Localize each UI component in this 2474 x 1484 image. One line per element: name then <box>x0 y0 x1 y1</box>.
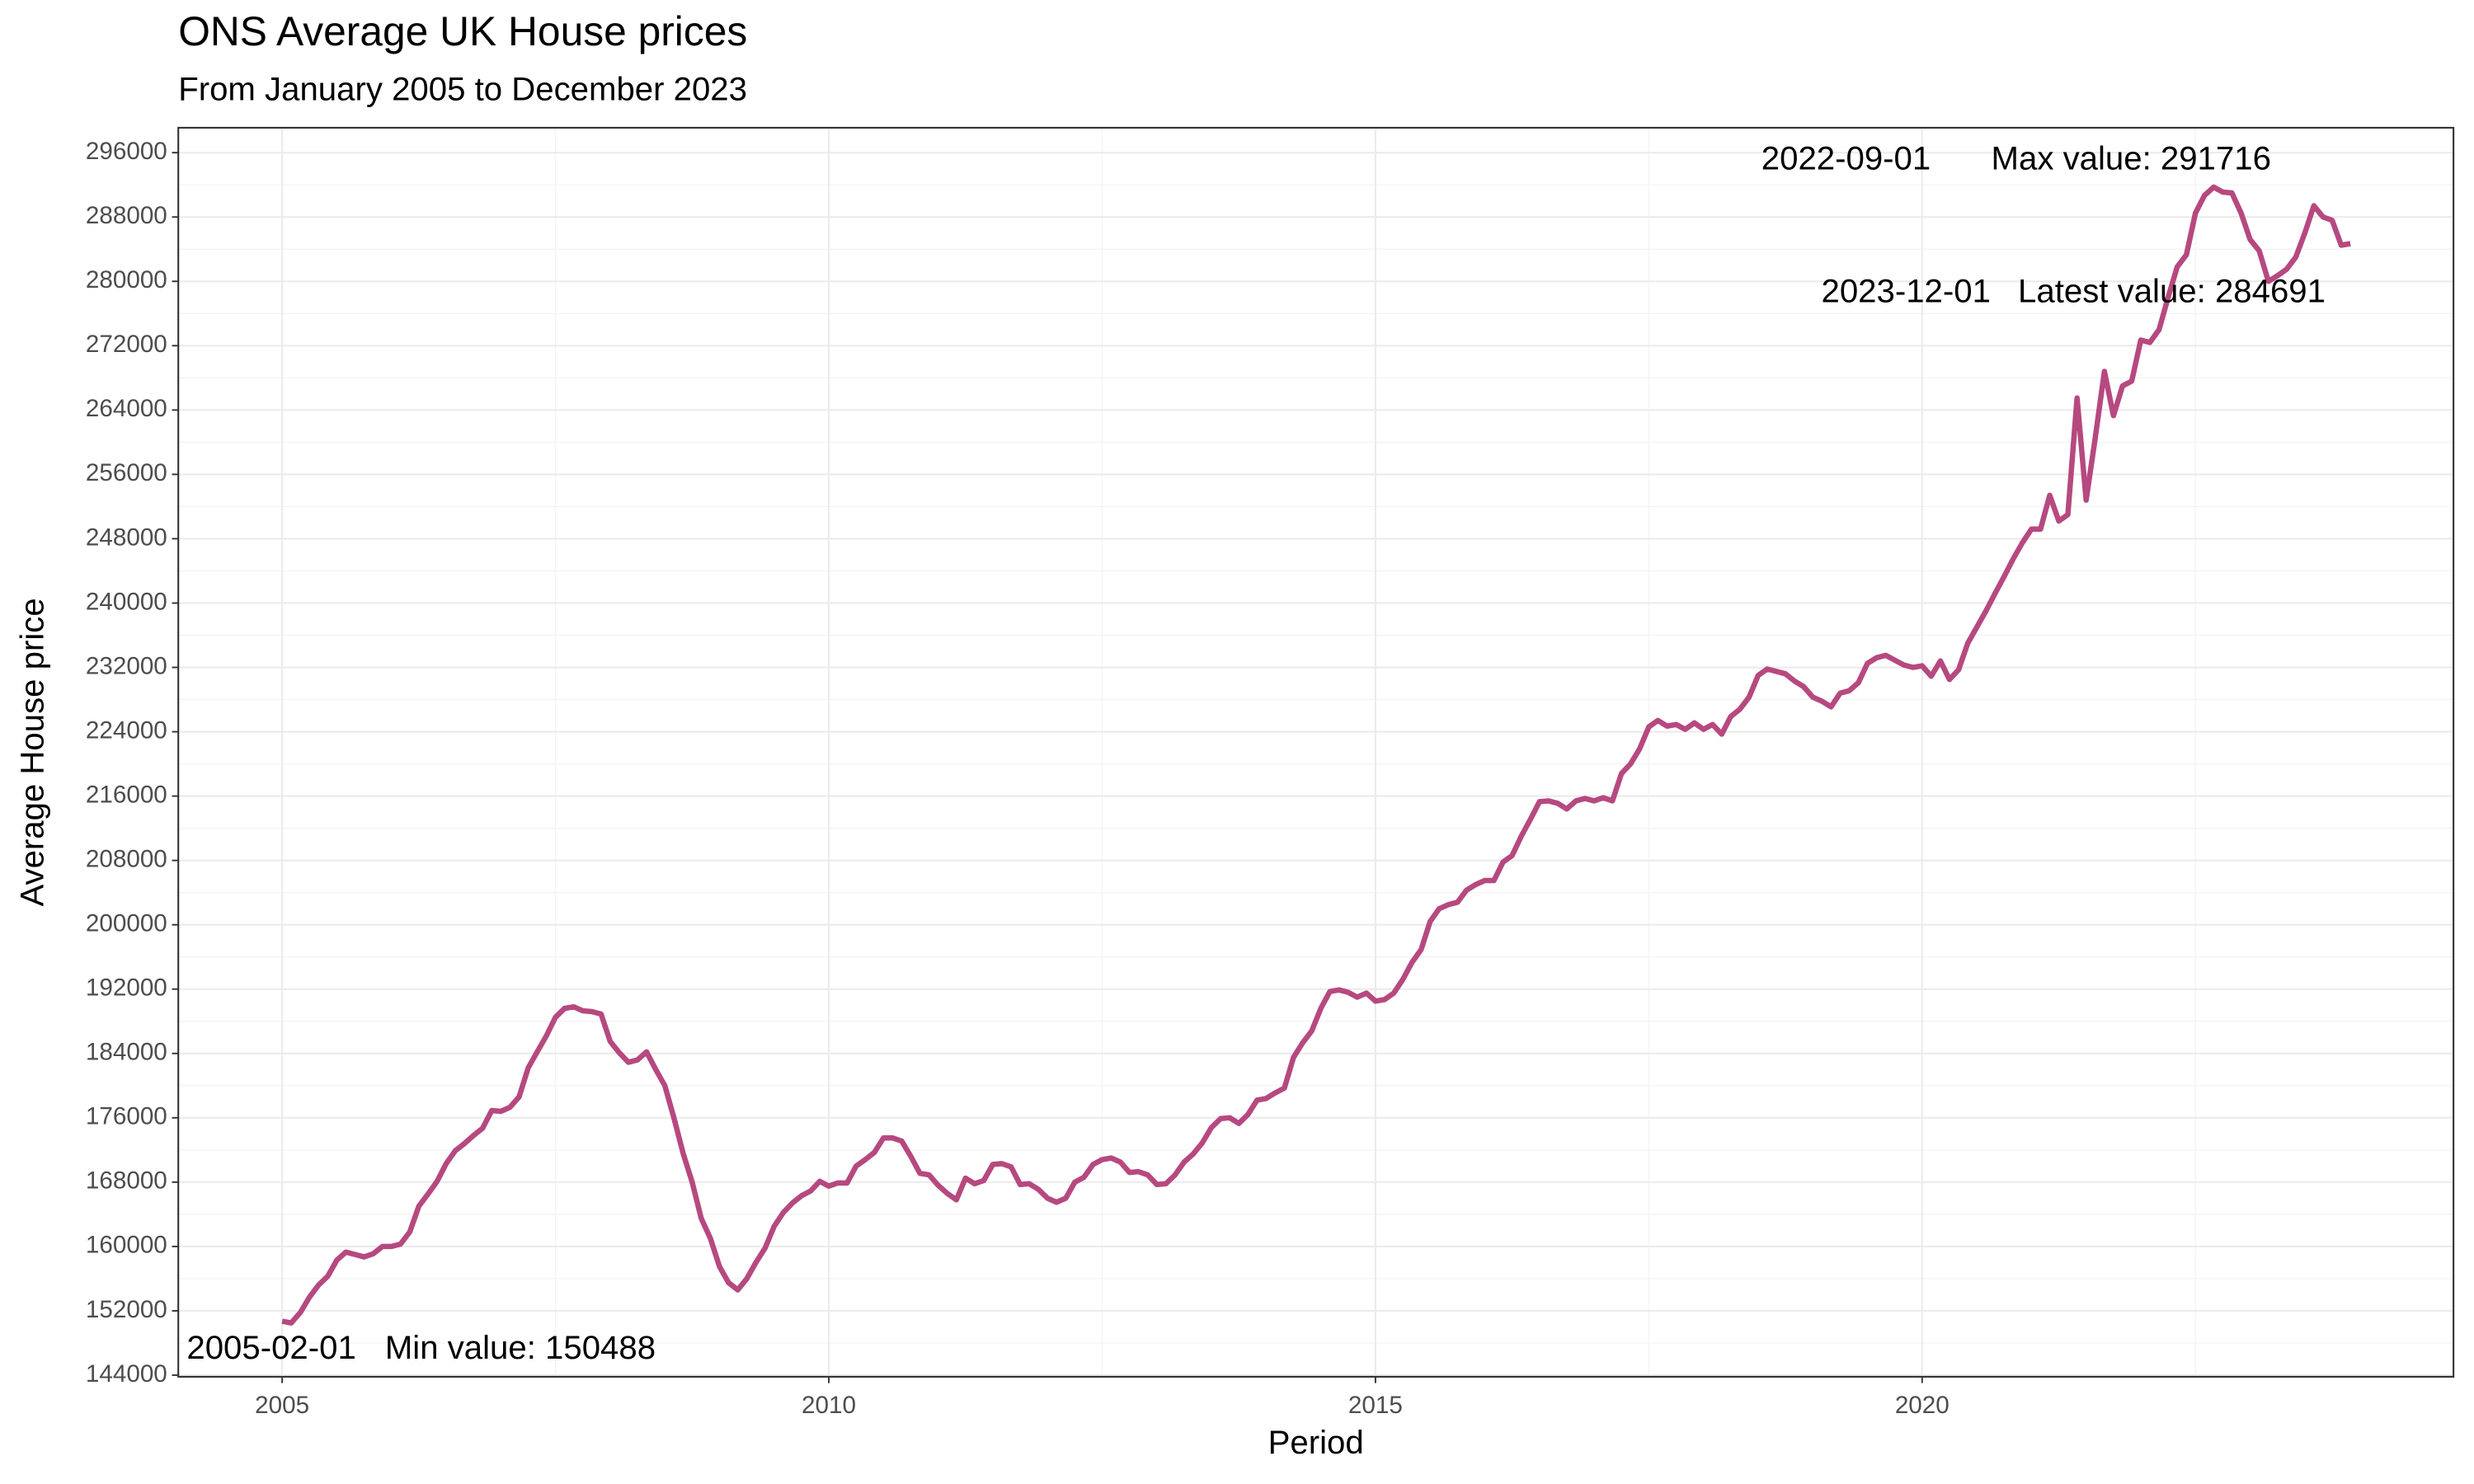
panel-border <box>177 126 2455 1378</box>
y-tick-label: 240000 <box>86 588 167 615</box>
y-tick-label: 248000 <box>86 524 167 551</box>
y-axis-title: Average House price <box>14 598 51 906</box>
annotation-date: 2005-02-01 <box>186 1329 355 1366</box>
y-tick-label: 264000 <box>86 395 167 422</box>
y-tick-label: 200000 <box>86 910 167 937</box>
line <box>281 184 2351 1326</box>
y-tick-label: 184000 <box>86 1039 167 1066</box>
x-tick-label: 2015 <box>1348 1392 1403 1419</box>
x-axis-title: Period <box>1268 1424 1364 1461</box>
chart-subtitle: From January 2005 to December 2023 <box>178 71 747 108</box>
y-tick-label: 192000 <box>86 974 167 1002</box>
annotation-label: Min value: 150488 <box>385 1329 656 1366</box>
y-tick-label: 176000 <box>86 1103 167 1130</box>
y-tick-label: 296000 <box>86 138 167 165</box>
y-tick-label: 288000 <box>86 202 167 229</box>
x-tick-label: 2010 <box>802 1392 856 1419</box>
annotation-label: Max value: 291716 <box>1992 140 2271 177</box>
y-tick-label: 272000 <box>86 331 167 358</box>
y-tick-label: 144000 <box>86 1360 167 1388</box>
y-tick-label: 160000 <box>86 1232 167 1259</box>
y-tick-label: 152000 <box>86 1296 167 1323</box>
chart-title: ONS Average UK House prices <box>178 8 747 54</box>
y-tick-label: 256000 <box>86 459 167 486</box>
y-tick-label: 224000 <box>86 716 167 744</box>
y-tick-label: 216000 <box>86 781 167 808</box>
annotation-date: 2022-09-01 <box>1761 140 1931 177</box>
y-tick-label: 168000 <box>86 1167 167 1195</box>
annotation-date: 2023-12-01 <box>1822 272 1991 309</box>
x-tick-label: 2005 <box>255 1392 309 1419</box>
x-tick-label: 2020 <box>1895 1392 1950 1419</box>
y-tick-label: 232000 <box>86 652 167 679</box>
y-tick-label: 208000 <box>86 845 167 872</box>
annotation-label: Latest value: 284691 <box>2018 272 2326 309</box>
y-tick-label: 280000 <box>86 266 167 294</box>
